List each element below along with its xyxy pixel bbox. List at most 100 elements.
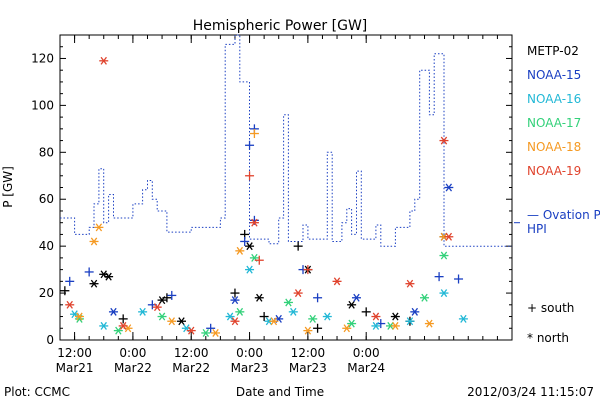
marker-stroke — [309, 314, 316, 323]
marker-stroke — [178, 317, 185, 326]
metp-02-north-point — [245, 242, 255, 251]
marker-stroke — [105, 272, 112, 281]
footer-credit: Plot: CCMC — [4, 385, 70, 399]
footer-timestamp: 2012/03/24 11:15:07 — [467, 385, 594, 399]
legend-noaa-18: NOAA-18 — [527, 140, 581, 154]
marker-stroke — [236, 307, 244, 316]
marker-stroke — [387, 321, 394, 330]
marker-stroke — [95, 223, 103, 232]
noaa-18-south-point — [249, 129, 259, 139]
marker-stroke — [153, 303, 161, 312]
noaa-18-north-point — [94, 223, 104, 232]
metp-02-south-point — [293, 241, 303, 251]
marker-stroke — [212, 328, 219, 337]
noaa-19-north-point — [371, 312, 381, 321]
marker-stroke — [251, 218, 258, 227]
marker-stroke — [460, 314, 467, 323]
metp-02-north-point — [177, 317, 187, 326]
marker-stroke — [290, 307, 297, 316]
y-tick-label: 120 — [31, 51, 54, 65]
noaa-17-north-point — [308, 314, 318, 323]
marker-stroke — [188, 326, 195, 335]
noaa-17-north-point — [347, 319, 357, 328]
x-tick-label-date: Mar22 — [114, 361, 152, 375]
noaa-19-north-point — [249, 218, 259, 227]
marker-stroke — [246, 242, 253, 251]
x-tick-label-time: 12:00 — [174, 346, 209, 360]
marker-stroke — [392, 321, 399, 330]
noaa-17-north-point — [235, 307, 245, 316]
y-tick-label: 40 — [39, 239, 54, 253]
noaa-19-south-point — [245, 171, 255, 181]
x-tick-label-date: Mar21 — [56, 361, 94, 375]
metp-02-north-point — [89, 279, 99, 288]
marker-stroke — [333, 277, 341, 286]
noaa-19-north-point — [118, 321, 128, 330]
marker-stroke — [115, 326, 122, 335]
metp-02-north-point — [104, 272, 114, 281]
x-tick-label-date: Mar24 — [347, 361, 385, 375]
legend-noaa-15: NOAA-15 — [527, 68, 581, 82]
marker-stroke — [231, 296, 239, 305]
legend-noaa-16: NOAA-16 — [527, 92, 581, 106]
marker-stroke — [100, 270, 107, 279]
y-tick-label: 60 — [39, 192, 54, 206]
marker-stroke — [76, 312, 83, 321]
marker-stroke — [246, 265, 253, 274]
noaa-17-north-point — [157, 312, 167, 321]
noaa-16-north-point — [225, 312, 235, 321]
noaa-19-north-point — [152, 303, 162, 312]
noaa-15-south-point — [313, 293, 323, 303]
marker-stroke — [440, 232, 448, 241]
x-tick-label-time: 0:00 — [236, 346, 263, 360]
y-tick-label: 0 — [46, 333, 54, 347]
marker-stroke — [236, 246, 244, 255]
noaa-18-north-point — [303, 326, 313, 335]
noaa-16-north-point — [288, 307, 298, 316]
noaa-16-north-point — [371, 321, 381, 330]
y-tick-label: 100 — [31, 98, 54, 112]
noaa-15-south-point — [240, 236, 250, 246]
metp-02-north-point — [347, 300, 357, 309]
marker-stroke — [440, 136, 448, 145]
noaa-19-north-point — [99, 56, 109, 65]
x-tick-label-date: Mar23 — [289, 361, 327, 375]
ovation-prime-hpi-line — [60, 34, 512, 247]
x-tick-label-time: 0:00 — [353, 346, 380, 360]
marker-stroke — [139, 307, 146, 316]
noaa-16-north-point — [405, 317, 415, 326]
noaa-18-north-point — [211, 328, 221, 337]
marker-stroke — [411, 307, 419, 316]
x-tick-label-time: 0:00 — [119, 346, 146, 360]
marker-stroke — [66, 300, 73, 309]
legend-ovation-line2: HPI — [527, 222, 547, 236]
marker-stroke — [440, 251, 448, 260]
noaa-18-north-point — [342, 324, 352, 333]
noaa-19-north-point — [65, 300, 75, 309]
legend: METP-02 NOAA-15 NOAA-16 NOAA-17 NOAA-18 NOAA-… — [514, 44, 600, 345]
marker-stroke — [445, 183, 453, 192]
marker-stroke — [406, 279, 414, 288]
marker-stroke — [226, 312, 234, 321]
metp-02-south-point — [361, 307, 371, 317]
legend-ovation-line1: — Ovation Prime — [527, 208, 600, 222]
noaa-17-north-point — [201, 328, 211, 337]
y-axis-label: P [GW] — [1, 166, 15, 208]
noaa-15-south-point — [84, 267, 94, 277]
marker-stroke — [119, 321, 127, 330]
marker-stroke — [343, 324, 350, 333]
marker-stroke — [304, 326, 312, 335]
x-tick-label-date: Mar22 — [172, 361, 210, 375]
noaa-19-north-point — [444, 232, 454, 241]
marker-stroke — [71, 310, 78, 319]
legend-noaa-19: NOAA-19 — [527, 164, 581, 178]
metp-02-north-point — [254, 293, 264, 302]
noaa-15-south-point — [454, 274, 464, 284]
noaa-16-north-point — [439, 289, 449, 298]
x-axis-label: Date and Time — [236, 385, 324, 399]
x-tick-label-time: 12:00 — [57, 346, 92, 360]
marker-stroke — [353, 293, 360, 302]
metp-02-south-point — [259, 312, 269, 322]
marker-stroke — [421, 293, 428, 302]
marker-stroke — [372, 312, 380, 321]
